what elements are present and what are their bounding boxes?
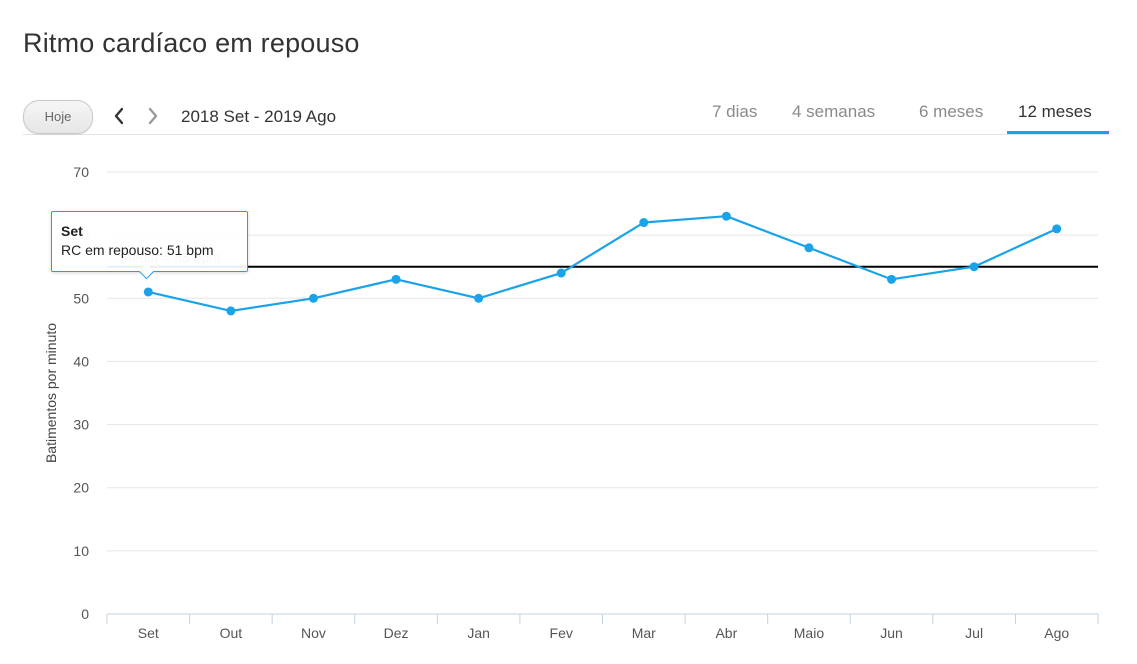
x-tick-label: Mar xyxy=(632,625,656,641)
x-tick-label: Ago xyxy=(1044,625,1069,641)
y-tick-label: 20 xyxy=(73,480,89,496)
x-tick-label: Set xyxy=(138,625,159,641)
data-point-Dez xyxy=(391,274,401,284)
y-tick-label: 0 xyxy=(81,606,89,622)
tooltip-body: RC em repouso: 51 bpm xyxy=(61,242,214,258)
y-axis-label: Batimentos por minuto xyxy=(43,323,59,463)
data-point-Mar xyxy=(639,218,649,228)
tab-4-semanas[interactable]: 4 semanas xyxy=(792,102,876,121)
y-tick-label: 10 xyxy=(73,543,89,559)
data-point-Jan xyxy=(474,293,484,303)
x-tick-label: Dez xyxy=(384,625,409,641)
tab-12-meses[interactable]: 12 meses xyxy=(1018,102,1092,121)
date-range-label: 2018 Set - 2019 Ago xyxy=(181,107,337,126)
page-title: Ritmo cardíaco em repouso xyxy=(23,28,360,58)
x-tick-label: Jun xyxy=(880,625,903,641)
data-point-Maio xyxy=(804,243,814,253)
x-tick-label: Nov xyxy=(301,625,326,641)
series-line xyxy=(148,215,1058,313)
x-tick-label: Maio xyxy=(794,625,825,641)
x-tick-label: Out xyxy=(220,625,243,641)
chevron-left-icon[interactable] xyxy=(111,106,127,126)
toolbar: Hoje 2018 Set - 2019 Ago 7 dias 4 semana… xyxy=(23,98,1109,135)
y-tick-label: 40 xyxy=(73,353,89,369)
period-tabs: 7 dias 4 semanas 6 meses 12 meses xyxy=(689,98,1109,134)
x-tick-label: Jul xyxy=(965,625,983,641)
data-tooltip: Set RC em repouso: 51 bpm xyxy=(51,211,248,280)
data-point-Ago xyxy=(1052,224,1062,234)
tab-7-dias[interactable]: 7 dias xyxy=(712,102,758,121)
data-point-Set xyxy=(143,287,153,297)
data-point-Jun xyxy=(887,274,897,284)
chevron-right-icon[interactable] xyxy=(145,106,161,126)
tab-6-meses[interactable]: 6 meses xyxy=(919,102,984,121)
data-point-Jul xyxy=(969,262,979,272)
x-tick-label: Jan xyxy=(467,625,490,641)
y-tick-label: 50 xyxy=(73,290,89,306)
data-point-Out xyxy=(226,306,236,316)
data-point-Abr xyxy=(721,211,731,221)
data-point-Nov xyxy=(308,293,318,303)
tooltip-title: Set xyxy=(61,223,83,239)
y-tick-label: 70 xyxy=(73,164,89,180)
data-point-Fev xyxy=(556,268,566,278)
x-tick-label: Abr xyxy=(715,625,737,641)
today-button[interactable]: Hoje xyxy=(23,100,93,134)
y-tick-label: 30 xyxy=(73,417,89,433)
x-tick-label: Fev xyxy=(550,625,573,641)
active-tab-underline xyxy=(1007,131,1109,134)
